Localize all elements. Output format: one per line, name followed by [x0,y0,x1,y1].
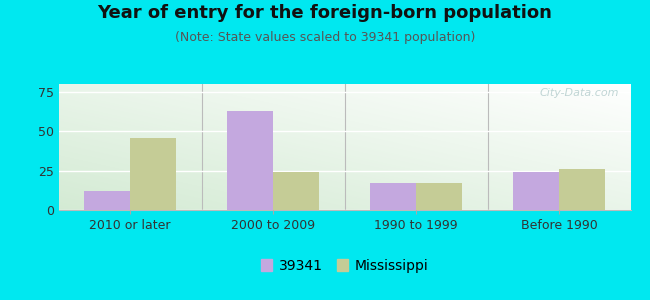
Bar [84,191,130,210]
Text: (Note: State values scaled to 39341 population): (Note: State values scaled to 39341 popu… [175,32,475,44]
Bar [227,111,273,210]
Bar [273,172,318,210]
Bar [370,183,416,210]
Bar [559,169,604,210]
Bar [416,183,462,210]
Bar [130,137,176,210]
Text: Year of entry for the foreign-born population: Year of entry for the foreign-born popul… [98,4,552,22]
Bar [514,172,559,210]
Legend: 39341, Mississippi: 39341, Mississippi [255,254,434,279]
Text: City-Data.com: City-Data.com [540,88,619,98]
